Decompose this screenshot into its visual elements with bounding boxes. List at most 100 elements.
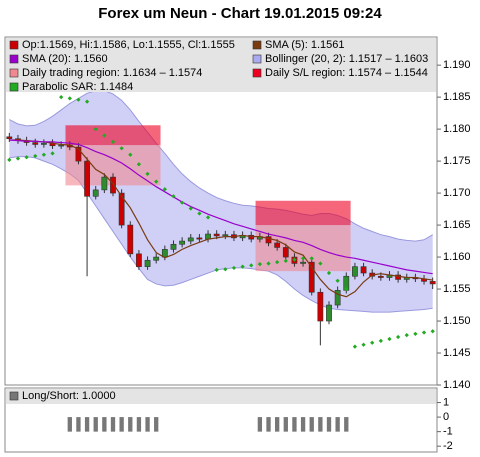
sar-dot: [309, 256, 314, 261]
candle-body: [360, 266, 367, 274]
y-tick-label: -1: [443, 426, 453, 438]
y-tick-label: 0: [443, 411, 449, 423]
legend-swatch: [252, 54, 262, 64]
candle-body: [213, 233, 220, 237]
sar-dot: [292, 257, 297, 262]
sar-dot: [76, 97, 81, 102]
candle-body: [352, 266, 358, 277]
legend-swatch: [252, 68, 262, 78]
sar-dot: [188, 206, 193, 211]
y-tick-label: 1.190: [443, 59, 471, 71]
y-tick-label: 1.140: [443, 379, 471, 391]
sar-dot: [378, 338, 383, 343]
legend-swatch: [9, 40, 19, 50]
candle-body: [40, 142, 47, 145]
candle-body: [429, 281, 436, 285]
bar: [67, 417, 72, 432]
candle-body: [334, 290, 341, 306]
sar-dot: [93, 126, 98, 132]
sar-dot: [223, 267, 228, 272]
sar-dot: [231, 265, 237, 271]
sar-dot: [145, 171, 150, 177]
sar-dot: [387, 336, 392, 342]
legend-box: [6, 38, 436, 92]
legend-label: SMA (20): 1.1560: [22, 53, 108, 65]
sar-dot: [214, 267, 219, 272]
sar-dot: [41, 152, 47, 157]
y-tick-label: 1: [443, 396, 449, 408]
candle-body: [32, 142, 39, 145]
candle-body: [6, 136, 13, 140]
legend-label: Daily trading region: 1.1634 – 1.1574: [22, 67, 202, 79]
legend-swatch: [9, 54, 19, 64]
sar-dot: [300, 256, 306, 261]
legend-label: Daily S/L region: 1.1574 – 1.1544: [265, 67, 428, 79]
legend-swatch: [9, 82, 19, 92]
candle-body: [84, 160, 90, 197]
candle-body: [187, 237, 194, 242]
y-tick-label: -2: [443, 440, 453, 452]
candle-body: [222, 234, 229, 237]
bar: [76, 417, 81, 432]
y-tick-label: 1.165: [443, 219, 471, 231]
legend-label: Op:1.1569, Hi:1.1586, Lo:1.1555, Cl:1.15…: [22, 39, 235, 51]
bar: [300, 417, 306, 432]
candle-body: [179, 240, 186, 245]
sar-dot: [59, 95, 64, 100]
region: [255, 200, 351, 226]
sar-dot: [326, 270, 332, 276]
y-tick-label: 1.160: [443, 251, 471, 263]
sar-dot: [7, 157, 12, 162]
sar-dot: [119, 146, 124, 151]
legend-label: Bollinger (20, 2): 1.1517 – 1.1603: [265, 53, 428, 65]
sar-dot: [128, 152, 133, 157]
candle-body: [58, 144, 65, 147]
sar-dot: [430, 329, 435, 334]
indicator-line: [9, 139, 433, 298]
candle-body: [317, 291, 324, 322]
chart-title: Forex um Neun - Chart 19.01.2015 09:24: [98, 5, 382, 22]
bar: [275, 417, 280, 432]
y-tick-label: 1.185: [443, 91, 471, 103]
sar-dot: [370, 340, 375, 345]
indicator-line: [9, 139, 433, 275]
bar: [335, 417, 340, 432]
sar-dot: [266, 261, 271, 266]
bar: [292, 417, 297, 432]
sar-dot: [84, 99, 90, 104]
sar-dot: [249, 263, 254, 268]
sar-dot: [110, 139, 116, 145]
legend-swatch: [9, 391, 19, 401]
sar-dot: [24, 155, 29, 160]
candle-body: [248, 235, 255, 240]
bar: [309, 417, 314, 432]
region: [65, 125, 161, 146]
candle-body: [377, 275, 384, 278]
candle-body: [75, 146, 82, 162]
y-tick-label: 1.170: [443, 187, 471, 199]
y-tick-label: 1.145: [443, 347, 471, 359]
bar: [257, 417, 263, 432]
sar-dot: [283, 258, 288, 264]
candle-body: [326, 304, 332, 322]
sar-dot: [154, 179, 159, 184]
sar-dot: [102, 133, 107, 138]
candle-body: [170, 243, 177, 250]
bar: [344, 417, 349, 432]
sar-dot: [413, 331, 418, 336]
y-tick-label: 1.175: [443, 155, 471, 167]
candle-body: [153, 256, 160, 261]
candle-body: [144, 259, 151, 267]
legend-swatch: [252, 40, 262, 50]
sar-dot: [15, 156, 21, 161]
candle-body: [161, 249, 168, 258]
candle-body: [282, 247, 289, 258]
legend-label: Parabolic SAR: 1.1484: [22, 81, 133, 93]
sar-dot: [318, 261, 323, 266]
sar-dot: [395, 334, 401, 340]
legend-label: Long/Short: 1.0000: [22, 390, 116, 402]
bar: [128, 417, 133, 432]
candle-body: [110, 176, 116, 194]
candle-body: [308, 261, 315, 293]
